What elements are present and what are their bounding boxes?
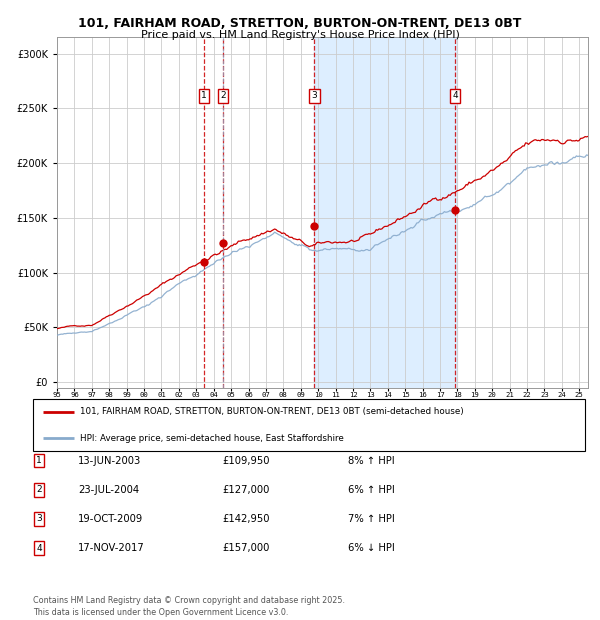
Text: 101, FAIRHAM ROAD, STRETTON, BURTON-ON-TRENT, DE13 0BT: 101, FAIRHAM ROAD, STRETTON, BURTON-ON-T… <box>79 17 521 30</box>
Bar <box>314 37 457 387</box>
Text: 1: 1 <box>201 91 207 100</box>
Text: 6% ↓ HPI: 6% ↓ HPI <box>348 543 395 553</box>
Text: £127,000: £127,000 <box>222 485 269 495</box>
Text: £109,950: £109,950 <box>222 456 269 466</box>
Text: 2: 2 <box>36 485 42 494</box>
Text: 17-NOV-2017: 17-NOV-2017 <box>78 543 145 553</box>
Text: Contains HM Land Registry data © Crown copyright and database right 2025.
This d: Contains HM Land Registry data © Crown c… <box>33 596 345 617</box>
Text: 2: 2 <box>220 91 226 100</box>
Text: 8% ↑ HPI: 8% ↑ HPI <box>348 456 395 466</box>
Text: 13-JUN-2003: 13-JUN-2003 <box>78 456 141 466</box>
Text: £157,000: £157,000 <box>222 543 269 553</box>
Text: £142,950: £142,950 <box>222 514 269 524</box>
FancyBboxPatch shape <box>33 399 585 451</box>
Text: 19-OCT-2009: 19-OCT-2009 <box>78 514 143 524</box>
Text: 3: 3 <box>311 91 317 100</box>
Text: 7% ↑ HPI: 7% ↑ HPI <box>348 514 395 524</box>
Text: 6% ↑ HPI: 6% ↑ HPI <box>348 485 395 495</box>
Text: 3: 3 <box>36 515 42 523</box>
Text: Price paid vs. HM Land Registry's House Price Index (HPI): Price paid vs. HM Land Registry's House … <box>140 30 460 40</box>
Text: 4: 4 <box>452 91 458 100</box>
Text: 1: 1 <box>36 456 42 465</box>
Text: 23-JUL-2004: 23-JUL-2004 <box>78 485 139 495</box>
Text: HPI: Average price, semi-detached house, East Staffordshire: HPI: Average price, semi-detached house,… <box>80 433 344 443</box>
Text: 4: 4 <box>36 544 42 552</box>
Text: 101, FAIRHAM ROAD, STRETTON, BURTON-ON-TRENT, DE13 0BT (semi-detached house): 101, FAIRHAM ROAD, STRETTON, BURTON-ON-T… <box>80 407 464 417</box>
